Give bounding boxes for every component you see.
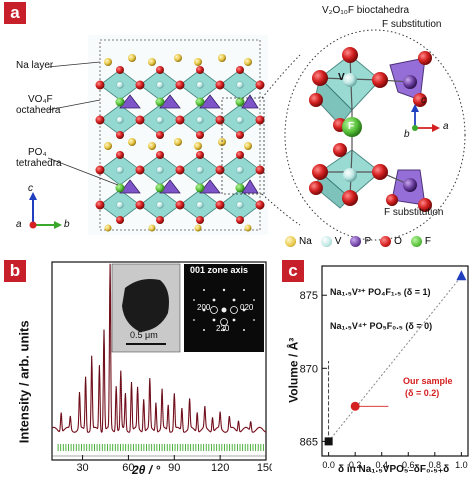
main-axes bbox=[29, 192, 62, 229]
o-atom-icon bbox=[380, 235, 392, 247]
inset-axis-c-label: c bbox=[421, 95, 426, 106]
volume-trend-lines bbox=[328, 275, 462, 442]
label-f-sub-top: F substitution bbox=[382, 19, 442, 30]
xrd-xtick-label: 30 bbox=[76, 462, 88, 474]
legend-p-label: P bbox=[364, 235, 372, 247]
xrd-xticks: 30 60 90 120 150 bbox=[76, 455, 272, 474]
p-atom-icon bbox=[350, 235, 362, 247]
inset-axis-b-label: b bbox=[404, 129, 410, 140]
volume-xtick-label: 0.4 bbox=[375, 460, 388, 470]
crystal-structure bbox=[88, 35, 268, 235]
panel-b-tag: b bbox=[4, 260, 26, 282]
volume-xtick-label: 0.8 bbox=[429, 460, 442, 470]
volume-points bbox=[324, 270, 467, 446]
xrd-xlabel: 2θ / ° bbox=[132, 463, 161, 477]
atom-label-p: P bbox=[405, 53, 412, 64]
spot-label-020: 020 bbox=[240, 303, 254, 312]
axis-b-label: b bbox=[64, 219, 70, 230]
v-atom-icon bbox=[320, 235, 332, 247]
legend-v: V bbox=[320, 235, 342, 247]
axis-a-label: a bbox=[16, 219, 22, 230]
point-our-sample bbox=[350, 401, 360, 411]
legend-o: O bbox=[380, 235, 402, 247]
vegard-line bbox=[328, 275, 462, 442]
saed-pattern bbox=[184, 264, 264, 352]
volume-ytick-label: 870 bbox=[300, 363, 318, 375]
zone-axis-title: 001 zone axis bbox=[190, 265, 249, 275]
volume-frame bbox=[321, 265, 469, 457]
volume-xlabel: δ in Na₁.₅VPO₅₋δF₀.₅₊δ bbox=[338, 464, 450, 475]
volume-ytick-label: 865 bbox=[300, 436, 318, 448]
point-delta-1 bbox=[456, 270, 467, 281]
label-octahedra: octahedra bbox=[16, 105, 61, 116]
panel-a-tag: a bbox=[4, 2, 26, 24]
annotation-sample-2: (δ = 0.2) bbox=[405, 388, 440, 398]
tem-image bbox=[111, 263, 181, 353]
xrd-calculated-line bbox=[51, 263, 267, 433]
label-tetrahedra: tetrahedra bbox=[16, 158, 62, 169]
xrd-reflection-markers bbox=[57, 444, 264, 451]
legend-v-label: V bbox=[334, 235, 342, 247]
volume-ylabel: Volume / Å³ bbox=[286, 337, 301, 403]
atom-label-v: V bbox=[338, 72, 345, 83]
xrd-ylabel-wrap: Intensity / arb. units bbox=[0, 312, 48, 452]
annotation-sample-1: Our sample bbox=[403, 376, 453, 386]
atom-label-f: F bbox=[348, 121, 355, 132]
label-na-layer: Na layer bbox=[16, 60, 54, 71]
f-atom-icon bbox=[410, 235, 422, 247]
scale-bar-label: 0.5 μm bbox=[130, 330, 158, 340]
xrd-xtick-label: 150 bbox=[257, 462, 272, 474]
label-po4: PO₄ bbox=[28, 147, 47, 158]
annotation-v3: Na₁.₅V³⁺ PO₄F₁.₅ (δ = 1) bbox=[330, 287, 431, 297]
volume-xticks: 0.0 0.2 0.4 0.6 0.8 1.0 bbox=[322, 452, 468, 470]
spot-label-220: 220 bbox=[216, 324, 230, 333]
panel-a-structure bbox=[29, 29, 466, 241]
element-legend: Na V P O F bbox=[285, 232, 470, 250]
xrd-frame bbox=[51, 261, 267, 461]
bioctahedra-inset bbox=[309, 47, 432, 212]
label-f-sub-bottom: F substitution bbox=[384, 207, 444, 218]
label-vo4f: VO₄F bbox=[28, 94, 53, 105]
xrd-xtick-label: 120 bbox=[211, 462, 229, 474]
xrd-chart: 30 60 90 120 150 bbox=[51, 261, 272, 474]
volume-xtick-label: 0.2 bbox=[349, 460, 362, 470]
legend-o-label: O bbox=[394, 235, 402, 247]
volume-ylabel-wrap: Volume / Å³ bbox=[276, 300, 312, 440]
legend-f-label: F bbox=[424, 235, 432, 247]
volume-ytick-label: 875 bbox=[300, 290, 318, 302]
bioctahedra-title: V₂O₁₀F bioctahedra bbox=[322, 5, 410, 16]
xrd-xtick-label: 90 bbox=[168, 462, 180, 474]
spot-label-200: 200 bbox=[197, 303, 211, 312]
legend-f: F bbox=[410, 235, 432, 247]
axis-c-label: c bbox=[28, 183, 33, 194]
volume-xtick-label: 1.0 bbox=[455, 460, 468, 470]
inset-ellipse bbox=[284, 29, 466, 241]
volume-chart: 865 870 875 0.0 0.2 0.4 0.6 0.8 1.0 bbox=[300, 265, 469, 470]
legend-p: P bbox=[350, 235, 372, 247]
panel-c-tag: c bbox=[282, 260, 304, 282]
volume-xtick-label: 0.6 bbox=[402, 460, 415, 470]
xrd-pattern bbox=[51, 263, 267, 457]
point-delta-0 bbox=[324, 437, 333, 446]
xrd-ylabel: Intensity / arb. units bbox=[16, 320, 32, 444]
legend-na-label: Na bbox=[299, 235, 312, 247]
xrd-xtick-label: 60 bbox=[122, 462, 134, 474]
inset-axes bbox=[411, 104, 440, 132]
inset-axis-a-label: a bbox=[443, 121, 449, 132]
legend-na: Na bbox=[285, 235, 312, 247]
na-atom-icon bbox=[285, 235, 296, 247]
volume-yticks: 865 870 875 bbox=[300, 290, 327, 448]
annotation-v4: Na₁.₅V⁴⁺ PO₅F₀.₅ (δ = 0) bbox=[330, 321, 433, 331]
volume-xtick-label: 0.0 bbox=[322, 460, 335, 470]
